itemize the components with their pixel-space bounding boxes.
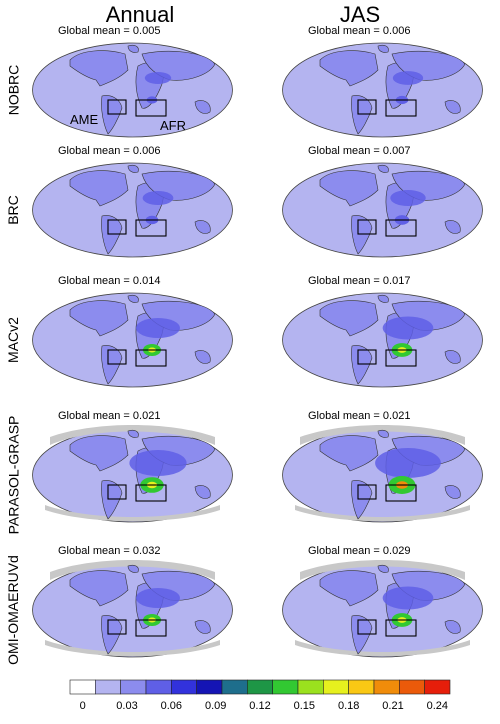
jas-map-2: [282, 292, 483, 388]
colorbar-segment: [69, 679, 96, 695]
jas-map-3: [282, 425, 483, 523]
annual-global-mean-4: Global mean = 0.032: [58, 545, 161, 557]
colorbar-segment: [120, 679, 147, 695]
colorbar-segment: [323, 679, 349, 695]
annual-map-0: [32, 42, 233, 138]
jas-map-1: [282, 162, 483, 258]
jas-column-title: JAS: [339, 2, 381, 27]
annual-column-title: Annual: [105, 2, 175, 27]
colorbar-tick-label: 0.03: [116, 700, 138, 712]
row-label-0: NOBRC: [5, 64, 21, 116]
colorbar-tick-label: 0.12: [249, 700, 271, 712]
annual-global-mean-3: Global mean = 0.021: [58, 410, 161, 422]
jas-map-0: [282, 42, 483, 138]
jas-global-mean-1: Global mean = 0.007: [308, 145, 411, 157]
annual-global-mean-1: Global mean = 0.006: [58, 145, 161, 157]
annual-global-mean-0: Global mean = 0.005: [58, 25, 161, 37]
colorbar-tick-label: 0.06: [160, 700, 183, 712]
jas-global-mean-2: Global mean = 0.017: [308, 275, 411, 287]
ame-region-label: AME: [70, 112, 99, 127]
annual-map-3: [32, 425, 233, 523]
colorbar-tick-label: 0.24: [426, 700, 449, 712]
row-label-1: BRC: [5, 195, 21, 225]
colorbar-segment: [95, 679, 121, 695]
annual-global-mean-2: Global mean = 0.014: [58, 275, 161, 287]
colorbar-segment: [348, 679, 375, 695]
colorbar-tick-label: 0: [79, 700, 86, 712]
jas-global-mean-3: Global mean = 0.021: [308, 410, 411, 422]
colorbar-segment: [272, 679, 299, 695]
annual-map-2: [32, 292, 233, 388]
annual-map-4: [32, 560, 233, 658]
colorbar-segment: [145, 679, 172, 695]
jas-global-mean-4: Global mean = 0.029: [308, 545, 411, 557]
colorbar-segment: [373, 679, 400, 695]
colorbar-tick-label: 0.09: [204, 700, 227, 712]
jas-global-mean-0: Global mean = 0.006: [308, 25, 411, 37]
colorbar-tick-label: 0.18: [337, 700, 360, 712]
colorbar-segment: [424, 679, 451, 695]
colorbar-segment: [247, 679, 273, 695]
row-label-4: OMI-OMAERUVd: [5, 555, 21, 665]
colorbar-segment: [297, 679, 324, 695]
colorbar-tick-label: 0.15: [293, 700, 316, 712]
annual-map-1: [32, 162, 233, 258]
colorbar: [69, 679, 451, 695]
jas-map-4: [282, 560, 483, 658]
colorbar-segment: [399, 679, 425, 695]
colorbar-segment: [221, 679, 248, 695]
afr-region-label: AFR: [160, 118, 186, 133]
colorbar-tick-label: 0.21: [382, 700, 404, 712]
colorbar-segment: [171, 679, 197, 695]
row-label-2: MACv2: [5, 317, 21, 363]
row-label-3: PARASOL-GRASP: [5, 415, 21, 535]
colorbar-segment: [196, 679, 223, 695]
